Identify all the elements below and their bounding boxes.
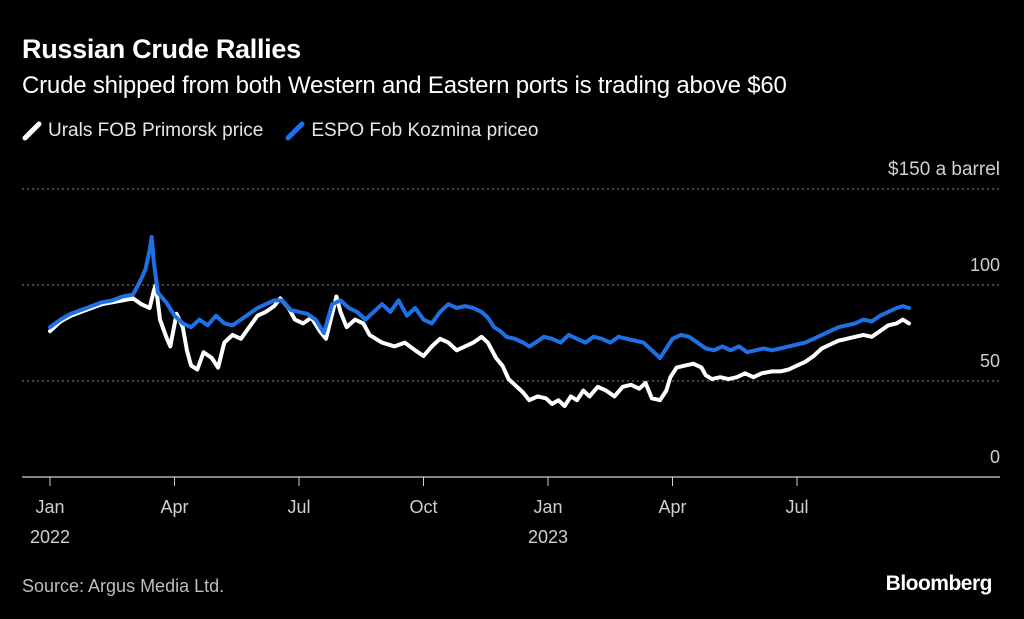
- y-tick-label-0: 0: [990, 447, 1000, 467]
- x-tick-label-4: Jan: [533, 497, 562, 517]
- legend-label-espo: ESPO Fob Kozmina priceo: [311, 120, 539, 141]
- series-lines: [48, 235, 911, 408]
- x-tick-label-6: Jul: [785, 497, 808, 517]
- x-tick-label-1: Apr: [160, 497, 188, 517]
- legend-swatch-espo: [285, 121, 305, 141]
- gridlines: [22, 188, 1000, 382]
- y-axis-unit-label: $150 a barrel: [888, 159, 1000, 180]
- legend: Urals FOB Primorsk price ESPO Fob Kozmin…: [22, 120, 560, 142]
- x-tick-label-5: Apr: [658, 497, 686, 517]
- y-tick-label-100: 100: [970, 255, 1000, 275]
- chart-subtitle: Crude shipped from both Western and East…: [22, 72, 787, 99]
- axis-labels: $150 a barrel 100 50 0 Jan 2022 Apr Jul Oct Jan 20…: [30, 159, 1000, 547]
- series-line-espo: [48, 235, 911, 360]
- x-axis: [22, 476, 1000, 486]
- source-note: Source: Argus Media Ltd.: [22, 576, 225, 596]
- legend-item-urals: Urals FOB Primorsk price: [22, 120, 263, 142]
- x-tick-label-2: Jul: [287, 497, 310, 517]
- y-tick-label-50: 50: [980, 351, 1000, 371]
- x-tick-label-0: Jan: [35, 497, 64, 517]
- bloomberg-logo: Bloomberg: [885, 572, 993, 595]
- x-tick-year-label-0: 2022: [30, 527, 70, 547]
- series-line-urals: [48, 283, 911, 408]
- legend-swatch-urals: [22, 121, 42, 141]
- chart-title: Russian Crude Rallies: [22, 34, 301, 64]
- x-tick-year-label-4: 2023: [528, 527, 568, 547]
- x-tick-label-3: Oct: [409, 497, 437, 517]
- legend-item-espo: ESPO Fob Kozmina priceo: [285, 120, 538, 142]
- legend-label-urals: Urals FOB Primorsk price: [48, 120, 264, 141]
